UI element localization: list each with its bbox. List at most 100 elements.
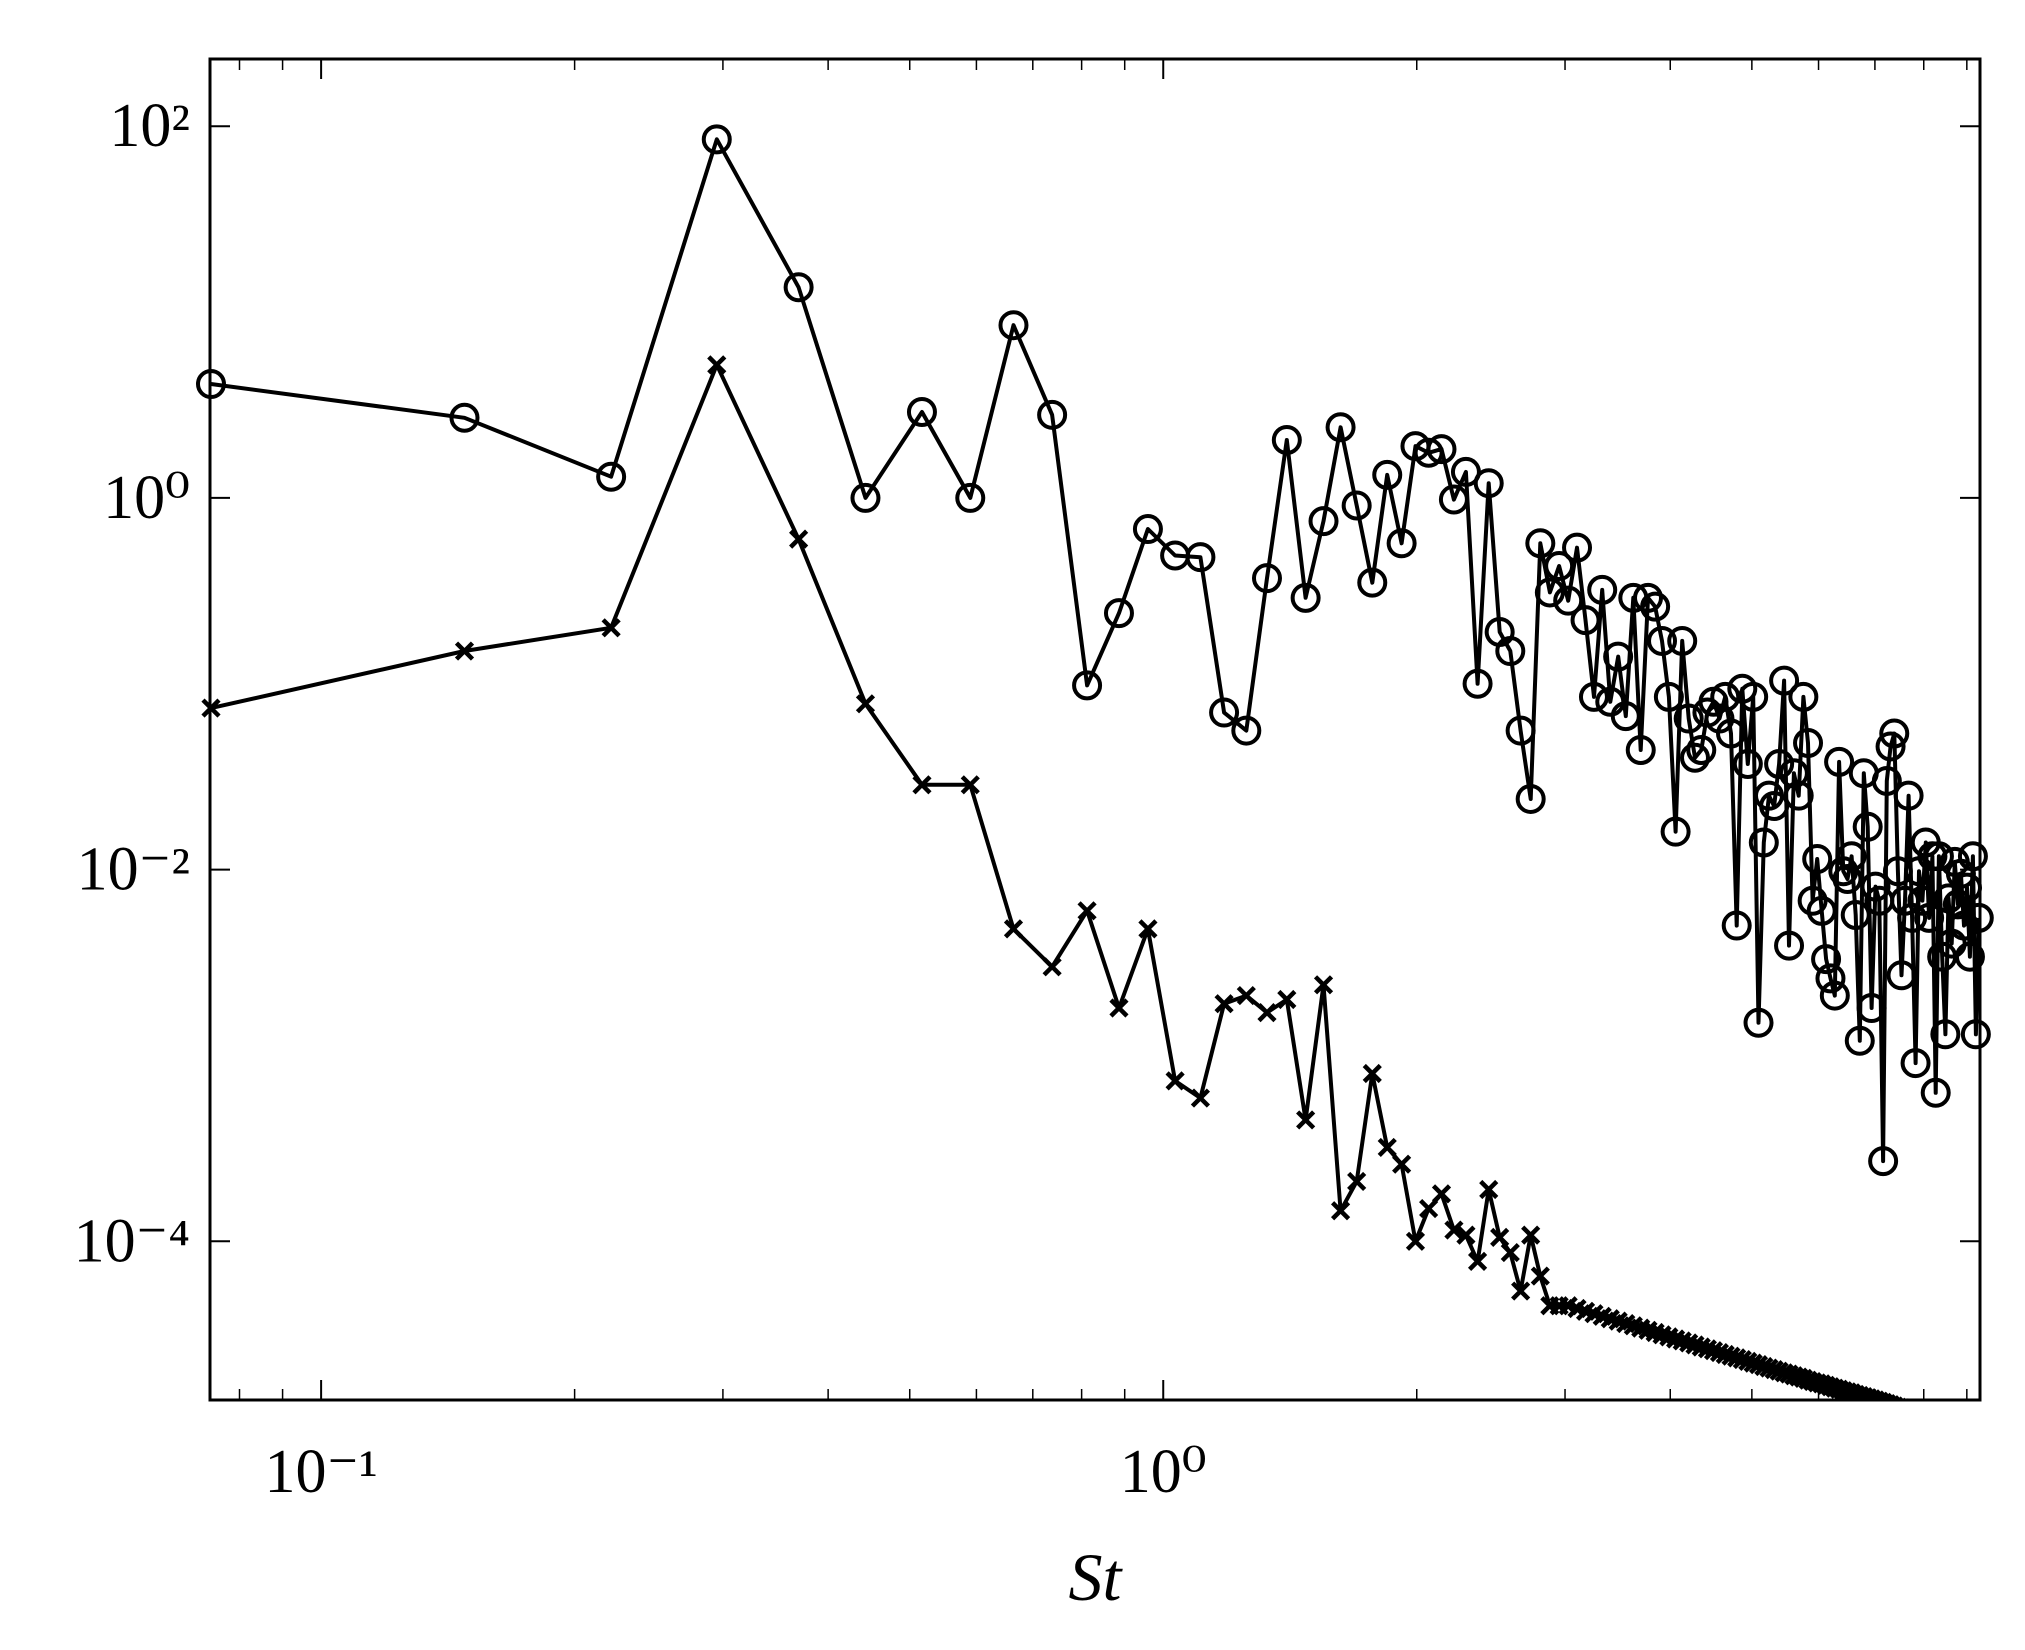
marker bbox=[1797, 885, 1828, 916]
marker bbox=[1868, 1146, 1899, 1177]
marker bbox=[1500, 1242, 1520, 1263]
marker bbox=[1944, 1415, 1960, 1431]
marker bbox=[1570, 605, 1601, 636]
marker bbox=[1578, 681, 1609, 712]
marker bbox=[1923, 841, 1954, 872]
marker bbox=[1544, 551, 1575, 582]
marker bbox=[850, 482, 881, 513]
marker bbox=[1553, 585, 1584, 616]
marker bbox=[1330, 1201, 1351, 1221]
marker bbox=[1190, 1088, 1211, 1108]
marker bbox=[707, 355, 727, 375]
marker bbox=[1941, 1414, 1957, 1430]
marker bbox=[1534, 577, 1565, 608]
marker bbox=[1562, 532, 1593, 563]
marker bbox=[1660, 816, 1691, 847]
marker bbox=[1856, 993, 1887, 1024]
marker bbox=[1679, 742, 1710, 773]
marker bbox=[1965, 1421, 1981, 1437]
marker bbox=[1954, 941, 1985, 972]
marker bbox=[1947, 1416, 1963, 1432]
marker bbox=[1783, 780, 1814, 811]
marker bbox=[1759, 790, 1790, 821]
y-tick-label: 10² bbox=[109, 92, 190, 160]
marker bbox=[1911, 1405, 1927, 1421]
marker bbox=[1456, 1225, 1476, 1245]
marker bbox=[1962, 1420, 1978, 1436]
marker bbox=[1072, 670, 1103, 701]
marker bbox=[1732, 749, 1763, 780]
marker bbox=[1889, 1397, 1907, 1400]
marker bbox=[1811, 944, 1842, 975]
marker bbox=[1908, 1404, 1924, 1420]
marker bbox=[1673, 703, 1704, 734]
marker bbox=[1959, 1419, 1975, 1435]
marker bbox=[1971, 1422, 1987, 1438]
marker bbox=[601, 618, 621, 638]
marker bbox=[1793, 728, 1824, 759]
marker bbox=[1900, 1048, 1931, 1079]
marker bbox=[1077, 901, 1097, 921]
marker bbox=[1686, 735, 1717, 766]
plot-frame bbox=[208, 57, 1982, 1402]
marker bbox=[1748, 827, 1779, 858]
marker bbox=[1778, 758, 1809, 789]
marker bbox=[1824, 746, 1855, 777]
marker bbox=[1530, 1266, 1550, 1286]
marker bbox=[1904, 1403, 1920, 1419]
marker bbox=[454, 641, 475, 661]
marker bbox=[1209, 697, 1240, 728]
marker bbox=[1743, 1007, 1774, 1038]
marker bbox=[1236, 985, 1256, 1006]
marker bbox=[1308, 506, 1339, 537]
series-line bbox=[210, 137, 1981, 1164]
marker bbox=[1924, 1409, 1940, 1425]
marker bbox=[1490, 1227, 1510, 1247]
marker bbox=[1886, 960, 1917, 991]
marker bbox=[1515, 783, 1546, 814]
y-tick-label: 10⁻⁴ bbox=[74, 1207, 190, 1275]
marker bbox=[1968, 1422, 1984, 1438]
marker bbox=[1882, 856, 1913, 887]
marker bbox=[1893, 1398, 1910, 1400]
marker bbox=[1362, 1063, 1382, 1084]
marker bbox=[1341, 490, 1372, 521]
marker bbox=[1377, 1137, 1397, 1158]
marker bbox=[1357, 567, 1388, 598]
marker bbox=[1413, 437, 1444, 468]
marker bbox=[1934, 1412, 1950, 1428]
marker bbox=[1185, 542, 1216, 573]
marker bbox=[1296, 1110, 1316, 1130]
marker bbox=[1931, 1411, 1947, 1427]
marker bbox=[1633, 582, 1664, 613]
marker bbox=[1667, 625, 1698, 656]
marker bbox=[1271, 424, 1302, 455]
marker bbox=[1815, 963, 1846, 994]
marker bbox=[1132, 514, 1163, 545]
marker bbox=[1251, 563, 1282, 594]
marker bbox=[1764, 749, 1795, 780]
x-axis-label: St bbox=[1069, 1539, 1124, 1615]
marker bbox=[1898, 1399, 1912, 1400]
marker bbox=[1505, 715, 1536, 746]
marker bbox=[1960, 1019, 1991, 1050]
marker bbox=[1871, 765, 1902, 796]
marker bbox=[1879, 718, 1910, 749]
marker bbox=[1462, 668, 1493, 699]
marker bbox=[1405, 1231, 1426, 1251]
marker bbox=[1893, 780, 1924, 811]
marker bbox=[1603, 641, 1634, 672]
marker bbox=[1426, 434, 1457, 465]
marker bbox=[1165, 1071, 1185, 1091]
marker bbox=[1942, 889, 1973, 920]
marker bbox=[1840, 899, 1871, 930]
marker bbox=[998, 310, 1029, 341]
marker bbox=[1860, 871, 1891, 902]
marker bbox=[789, 529, 809, 549]
marker bbox=[783, 272, 814, 303]
marker bbox=[1721, 910, 1752, 941]
marker bbox=[1467, 1251, 1488, 1271]
marker bbox=[1844, 1025, 1875, 1056]
marker bbox=[1957, 841, 1988, 872]
